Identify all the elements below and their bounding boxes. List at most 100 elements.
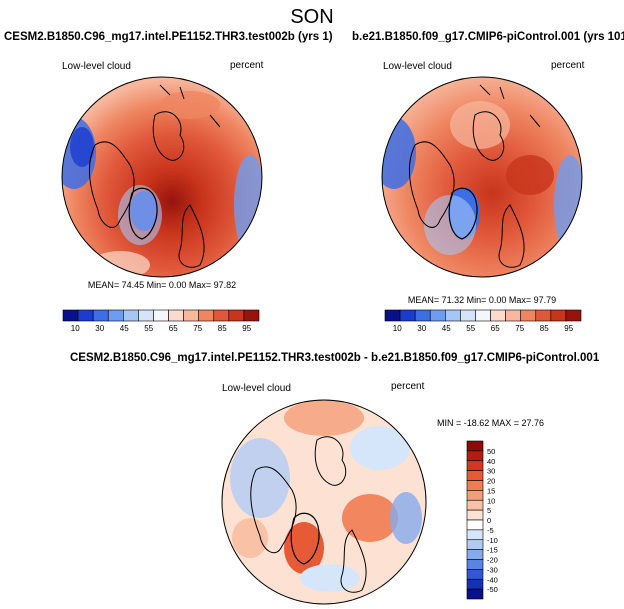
low-cloud-patch xyxy=(118,185,162,245)
greenland-coastline xyxy=(448,187,478,240)
cloud-patch xyxy=(450,101,510,149)
colorbar-tick-label: -5 xyxy=(487,526,494,535)
stats-left: MEAN= 74.45 Min= 0.00 Max= 97.82 xyxy=(87,280,237,290)
colorbar-swatch xyxy=(466,569,484,580)
colorbar-tick-label: 85 xyxy=(540,324,549,333)
colorbar-tick-label: 30 xyxy=(417,324,426,333)
colorbar-swatch xyxy=(466,588,484,600)
colorbar-tick-label: 10 xyxy=(487,496,495,505)
colorbar-swatch xyxy=(466,578,484,590)
colorbar-swatch xyxy=(490,309,506,322)
colorbar-tick-label: 75 xyxy=(193,324,202,333)
colorbar-swatch xyxy=(168,309,184,322)
coastline xyxy=(314,436,347,486)
cloud-patch xyxy=(160,91,220,119)
figure-title: SON xyxy=(290,6,334,28)
colorbar-swatch xyxy=(228,309,245,322)
colorbar-swatch xyxy=(183,309,199,322)
colorbar-tick-label: 65 xyxy=(491,324,500,333)
colorbar-swatch xyxy=(429,309,446,322)
stats-right: MEAN= 71.32 Min= 0.00 Max= 97.79 xyxy=(407,295,557,305)
colorbar-swatch xyxy=(466,490,484,501)
greenland-coastline xyxy=(290,512,320,565)
panel-title-right: b.e21.B1850.f09_g17.CMIP6-piControl.001 … xyxy=(352,31,624,43)
panel-title-left: CESM2.B1850.C96_mg17.intel.PE1152.THR3.t… xyxy=(4,31,333,43)
colorbar-swatch xyxy=(466,470,484,481)
low-cloud-patch xyxy=(70,127,94,167)
colorbar-tick-label: -30 xyxy=(487,565,498,574)
colorbar-tick-label: -40 xyxy=(487,575,498,584)
positive-anomaly xyxy=(342,494,398,542)
colorbar-swatch xyxy=(213,309,230,322)
colorbar-swatch xyxy=(466,509,484,521)
colorbar-swatch xyxy=(466,529,484,541)
colorbar-swatch xyxy=(384,309,401,322)
colorbar-tick-label: 30 xyxy=(487,467,495,476)
colorbar-tick-label: 30 xyxy=(95,324,104,333)
colorbar-swatch xyxy=(466,559,484,570)
colorbar-swatch xyxy=(153,309,169,322)
panel-title-diff: CESM2.B1850.C96_mg17.intel.PE1152.THR3.t… xyxy=(70,352,600,364)
colorbar-swatch xyxy=(505,309,521,322)
colorbar-swatch xyxy=(92,309,109,322)
colorbar-tick-label: 55 xyxy=(144,324,153,333)
coastline xyxy=(89,141,135,228)
colorbar-swatch xyxy=(466,519,484,531)
colorbar-swatch xyxy=(475,309,491,322)
negative-anomaly xyxy=(300,564,360,592)
colorbar-tick-label: 5 xyxy=(487,506,491,515)
colorbar-swatch xyxy=(565,309,582,322)
positive-anomaly xyxy=(284,400,364,436)
colorbar-swatch xyxy=(77,309,94,322)
stats-diff: MIN = -18.62 MAX = 27.76 xyxy=(437,418,545,428)
colorbar-swatch xyxy=(466,539,484,550)
colorbar-swatch xyxy=(466,450,484,462)
units-label-right: percent xyxy=(551,60,585,71)
variable-label-right: Low-level cloud xyxy=(383,61,452,72)
coastline xyxy=(159,84,221,128)
colorbar-tick-label: -15 xyxy=(487,546,498,555)
colorbar-tick-label: 65 xyxy=(169,324,178,333)
colorbar-swatch xyxy=(460,309,476,322)
colorbar-swatch xyxy=(198,309,215,322)
coastline xyxy=(479,84,541,128)
colorbar-tick-label: 55 xyxy=(466,324,475,333)
colorbar-swatch xyxy=(123,309,139,322)
colorbar-tick-label: 0 xyxy=(487,516,491,525)
colorbar-swatch xyxy=(535,309,552,322)
colorbar-left: 10 30 45 55 65 75 85 95 xyxy=(62,309,260,333)
coastline xyxy=(152,111,185,161)
colorbar-right: 10 30 45 55 65 75 85 95 xyxy=(384,309,582,333)
colorbar-swatch xyxy=(107,309,124,322)
colorbar-tick-label: 45 xyxy=(120,324,129,333)
polar-map-right xyxy=(381,76,583,278)
colorbar-swatch xyxy=(243,309,260,322)
coastline xyxy=(409,141,455,228)
colorbar-swatch xyxy=(62,309,79,322)
colorbar-tick-label: 50 xyxy=(487,447,495,456)
colorbar-tick-label: -20 xyxy=(487,556,498,565)
colorbar-tick-label: 10 xyxy=(393,324,402,333)
coastline xyxy=(250,466,297,554)
coastline xyxy=(498,204,525,268)
cloud-patch xyxy=(506,155,554,195)
low-cloud-patch xyxy=(424,195,476,255)
colorbar-swatch xyxy=(466,440,484,452)
polar-map-diff xyxy=(221,399,427,605)
colorbar-swatch xyxy=(445,309,461,322)
negative-anomaly xyxy=(350,426,410,470)
colorbar-tick-label: 95 xyxy=(564,324,573,333)
colorbar-tick-label: 20 xyxy=(487,477,495,486)
colorbar-tick-label: 15 xyxy=(487,486,495,495)
colorbar-swatch xyxy=(466,499,484,511)
colorbar-tick-label: 95 xyxy=(242,324,251,333)
colorbar-tick-label: -10 xyxy=(487,536,498,545)
polar-map-left xyxy=(61,76,263,278)
colorbar-swatch xyxy=(466,480,484,491)
colorbar-swatch xyxy=(550,309,567,322)
colorbar-swatch xyxy=(466,549,484,560)
colorbar-tick-label: 85 xyxy=(218,324,227,333)
colorbar-swatch xyxy=(138,309,154,322)
positive-anomaly xyxy=(284,522,324,574)
